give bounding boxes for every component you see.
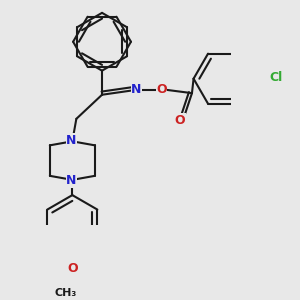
Text: Cl: Cl xyxy=(269,71,282,84)
Text: N: N xyxy=(66,134,77,147)
Text: O: O xyxy=(67,262,78,275)
Text: N: N xyxy=(131,83,142,96)
Text: O: O xyxy=(175,114,185,127)
Text: CH₃: CH₃ xyxy=(55,288,77,298)
Text: N: N xyxy=(66,174,77,187)
Text: O: O xyxy=(156,83,167,96)
